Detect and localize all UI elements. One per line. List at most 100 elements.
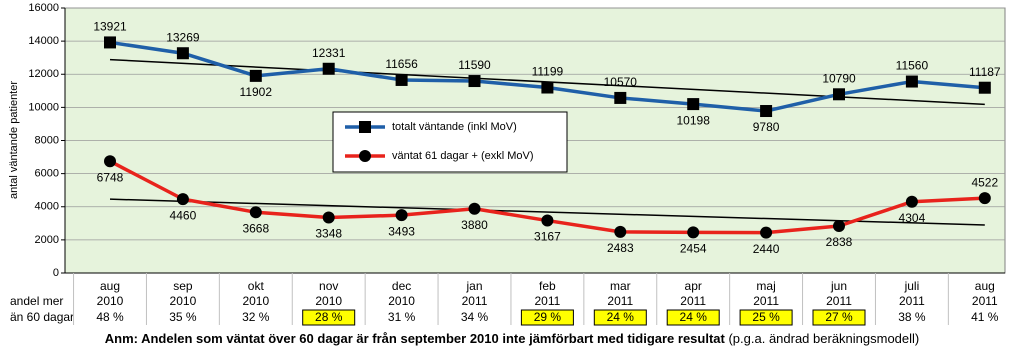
share-label: 24 % xyxy=(607,310,635,324)
share-row-label: än 60 dagar xyxy=(10,310,74,324)
marker xyxy=(395,73,408,86)
data-label: 11199 xyxy=(532,65,564,79)
x-tick-year: 2011 xyxy=(534,294,560,308)
data-label: 13269 xyxy=(166,30,200,44)
data-label: 2483 xyxy=(607,241,634,255)
share-label: 32 % xyxy=(242,310,270,324)
data-label: 3348 xyxy=(315,227,342,241)
y-tick-label: 12000 xyxy=(28,68,59,80)
marker xyxy=(978,81,991,94)
x-tick-label: okt xyxy=(248,279,265,293)
marker xyxy=(687,226,700,239)
x-tick-year: 2010 xyxy=(97,294,124,308)
marker xyxy=(322,211,335,224)
legend-box xyxy=(332,111,568,173)
share-label: 28 % xyxy=(315,310,343,324)
x-tick-year: 2011 xyxy=(680,294,706,308)
share-label: 41 % xyxy=(971,310,999,324)
marker xyxy=(978,192,991,205)
data-label: 3880 xyxy=(461,218,488,232)
data-label: 11590 xyxy=(458,58,491,72)
data-label: 11560 xyxy=(896,59,929,73)
footnote: Anm: Andelen som väntat över 60 dagar är… xyxy=(105,331,920,346)
x-tick-year: 2011 xyxy=(826,294,852,308)
data-label: 11656 xyxy=(385,57,418,71)
legend: totalt väntande (inkl MoV) väntat 61 daga… xyxy=(332,111,568,173)
marker xyxy=(104,36,116,49)
data-label: 3167 xyxy=(534,230,561,244)
data-label: 3493 xyxy=(388,224,415,238)
x-tick-label: jan xyxy=(465,279,482,293)
data-label: 9780 xyxy=(753,120,780,134)
data-label: 10198 xyxy=(677,113,711,127)
share-row-label: andel mer xyxy=(10,294,63,308)
x-tick-label: dec xyxy=(392,279,411,293)
x-tick-year: 2011 xyxy=(899,294,925,308)
y-tick-label: 16000 xyxy=(28,2,59,14)
data-label: 11187 xyxy=(969,65,1001,79)
data-label: 2454 xyxy=(680,242,707,256)
x-tick-label: mar xyxy=(610,279,631,293)
x-tick-year: 2011 xyxy=(972,294,998,308)
x-tick-year: 2010 xyxy=(315,294,342,308)
share-highlight xyxy=(666,309,720,326)
share-label: 29 % xyxy=(534,310,562,324)
marker xyxy=(249,206,262,219)
share-label: 35 % xyxy=(169,310,197,324)
legend-marker xyxy=(359,150,371,162)
data-label: 10570 xyxy=(604,75,638,89)
marker xyxy=(176,193,189,206)
x-tick-year: 2010 xyxy=(170,294,197,308)
marker xyxy=(687,98,700,111)
legend-marker xyxy=(359,121,371,133)
share-label: 27 % xyxy=(825,310,853,324)
x-tick-label: apr xyxy=(685,279,702,293)
marker xyxy=(468,75,481,88)
share-highlight xyxy=(593,309,647,326)
data-label: 10790 xyxy=(822,71,856,85)
x-tick-label: feb xyxy=(539,279,556,293)
share-highlight xyxy=(812,309,866,326)
marker xyxy=(176,47,189,60)
share-label: 34 % xyxy=(461,310,489,324)
y-tick-label: 0 xyxy=(53,267,59,279)
legend-label: totalt väntande (inkl MoV) xyxy=(392,121,517,133)
x-tick-label: juli xyxy=(904,279,920,293)
share-highlight xyxy=(739,309,793,326)
share-highlight xyxy=(302,309,356,326)
marker xyxy=(905,75,918,88)
y-tick-label: 14000 xyxy=(28,35,59,47)
y-tick-label: 10000 xyxy=(28,101,59,113)
marker xyxy=(833,219,845,232)
marker xyxy=(833,88,845,101)
share-highlight xyxy=(520,309,574,326)
marker xyxy=(395,209,408,222)
data-label: 4460 xyxy=(170,208,197,222)
footnote-bold: Anm: Andelen som väntat över 60 dagar är… xyxy=(105,331,726,346)
marker xyxy=(249,69,262,82)
y-tick-label: 4000 xyxy=(35,201,59,213)
y-axis-label: antal väntande patienter xyxy=(8,81,20,199)
data-label: 11902 xyxy=(240,85,273,99)
share-label: 48 % xyxy=(96,310,124,324)
marker xyxy=(322,62,335,75)
x-tick-label: nov xyxy=(319,279,338,293)
x-tick-year: 2010 xyxy=(388,294,415,308)
data-label: 6748 xyxy=(97,170,124,184)
share-label: 31 % xyxy=(388,310,416,324)
share-label: 25 % xyxy=(752,310,780,324)
data-label: 13921 xyxy=(93,20,127,34)
data-label: 4522 xyxy=(971,175,998,189)
data-label: 2838 xyxy=(826,235,853,249)
data-label: 2440 xyxy=(753,242,780,256)
x-tick-label: aug xyxy=(975,279,995,293)
marker xyxy=(614,91,627,104)
legend-label: väntat 61 dagar + (exkl MoV) xyxy=(392,150,534,162)
share-label: 38 % xyxy=(898,310,926,324)
x-tick-label: aug xyxy=(100,279,120,293)
y-tick-label: 8000 xyxy=(35,134,59,146)
x-tick-year: 2011 xyxy=(607,294,633,308)
marker xyxy=(760,226,773,239)
x-tick-year: 2010 xyxy=(242,294,269,308)
